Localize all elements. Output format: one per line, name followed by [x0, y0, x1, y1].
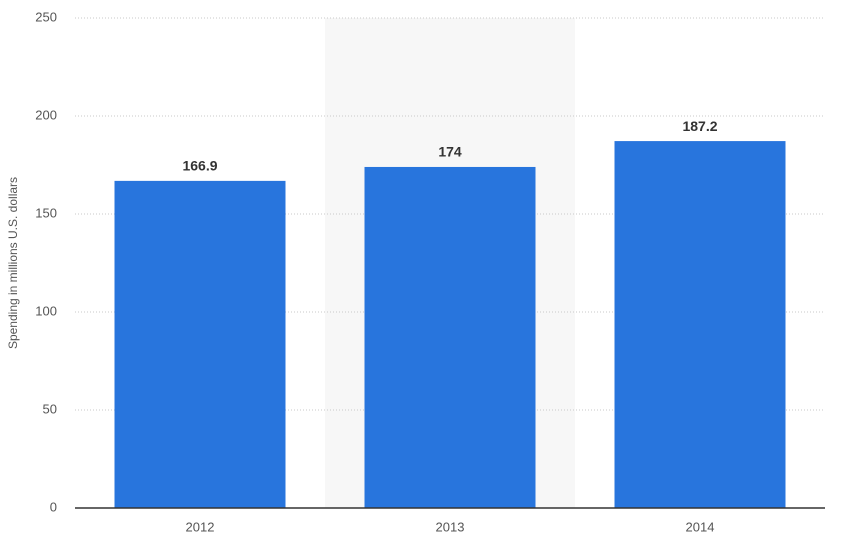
y-tick-label: 250	[35, 9, 57, 24]
value-label: 166.9	[182, 158, 217, 174]
y-tick-label: 50	[43, 401, 57, 416]
x-tick-label: 2013	[436, 519, 465, 534]
y-tick-label: 100	[35, 303, 57, 318]
x-tick-label: 2014	[686, 519, 715, 534]
y-tick-label: 150	[35, 205, 57, 220]
y-axis-label: Spending in millions U.S. dollars	[6, 177, 20, 349]
bar	[114, 180, 286, 508]
value-label: 187.2	[682, 118, 717, 134]
y-tick-label: 200	[35, 107, 57, 122]
x-tick-label: 2012	[186, 519, 215, 534]
value-label: 174	[438, 144, 462, 160]
y-tick-label: 0	[50, 499, 57, 514]
bar	[364, 166, 536, 508]
bar	[614, 141, 786, 508]
